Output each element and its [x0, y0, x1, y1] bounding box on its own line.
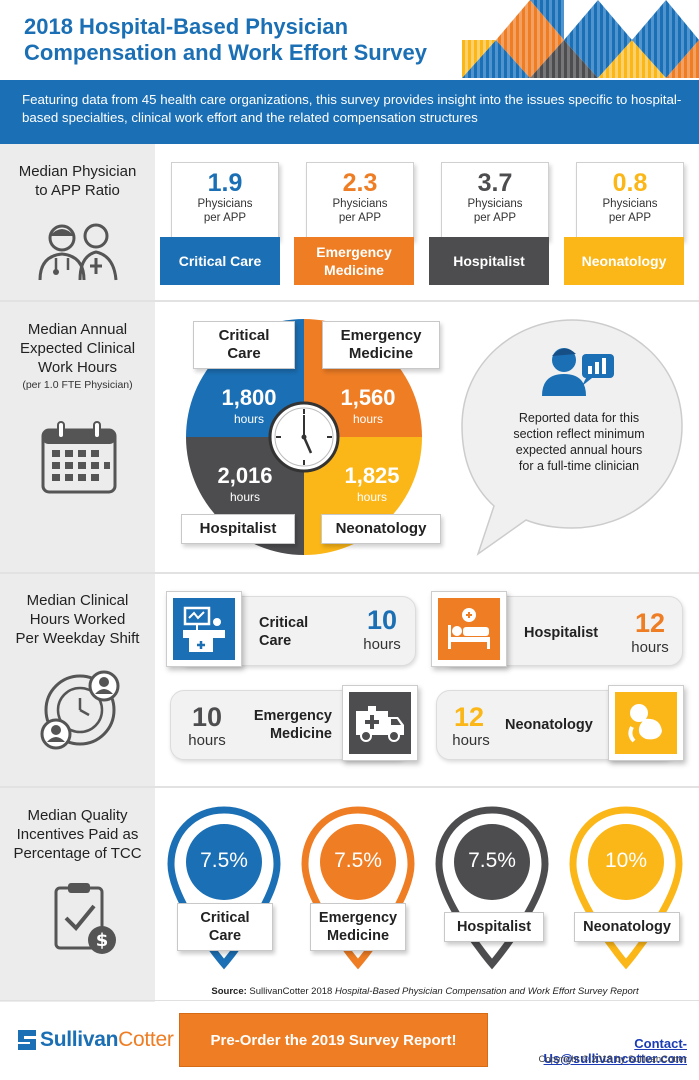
quality-value-emergency-medicine: 7.5%: [334, 849, 382, 872]
section-divider: [0, 572, 699, 574]
baby-icon: [628, 704, 662, 743]
hours-note: Reported data for this section reflect m…: [513, 411, 645, 473]
shift-icon-box: [342, 685, 418, 761]
ratio-card-critical-care: 1.9 Physicians per APP: [171, 162, 279, 240]
source-note: Source: SullivanCotter 2018 Hospital-Bas…: [211, 986, 639, 997]
ratio-card-hospitalist: 3.7 Physicians per APP: [441, 162, 549, 240]
hours-unit: hours: [233, 412, 265, 426]
calendar-icon: [41, 421, 117, 494]
footer-divider: [0, 1000, 699, 1001]
shift-unit: hours: [363, 636, 401, 653]
quality-value-critical-care: 7.5%: [200, 849, 248, 872]
monitor-bed-icon: [183, 606, 225, 652]
speech-bubble: [461, 319, 683, 556]
shift-icon-box: [608, 685, 684, 761]
physicians-icon: [38, 223, 118, 281]
hours-section-label: Median Annual Expected Clinical Work Hou…: [19, 321, 136, 376]
ratio-card-neonatology: 0.8 Physicians per APP: [576, 162, 684, 240]
pin-label-neonatology: Neonatology: [574, 912, 680, 942]
ratio-label-emergency-medicine: Emergency Medicine: [294, 237, 414, 285]
shift-unit: hours: [631, 639, 669, 656]
hours-value-critical-care: 1,800: [221, 385, 277, 410]
pin-hospitalist: [435, 806, 549, 970]
shift-name-neonatology: Neonatology: [505, 717, 593, 733]
pre-order-button[interactable]: Pre-Order the 2019 Survey Report!: [179, 1013, 488, 1067]
presenter-chart-icon: [542, 348, 614, 396]
shift-icon-box: [166, 591, 242, 667]
page-title: 2018 Hospital-Based Physician Compensati…: [24, 14, 427, 65]
shift-name-critical-care: Critical Care: [259, 615, 309, 649]
pin-label-critical-care: Critical Care: [177, 903, 273, 951]
shift-value-emergency-medicine: 10: [191, 702, 223, 732]
quality-section-label: Median Quality Incentives Paid as Percen…: [13, 807, 142, 862]
hours-unit: hours: [229, 490, 261, 504]
quadrant-label-emergency-medicine: Emergency Medicine: [322, 321, 440, 369]
patient-bed-icon: [448, 608, 490, 649]
quadrant-label-critical-care: Critical Care: [193, 321, 295, 369]
ratio-section-label: Median Physician to APP Ratio: [18, 163, 137, 199]
clipboard-dollar-icon: $: [54, 883, 116, 954]
shift-name-hospitalist: Hospitalist: [524, 625, 599, 641]
pin-label-emergency-medicine: Emergency Medicine: [310, 903, 406, 951]
hours-unit: hours: [352, 412, 384, 426]
hours-section-sublabel: (per 1.0 FTE Physician): [22, 379, 133, 391]
intro-banner: Featuring data from 45 health care organ…: [0, 80, 699, 144]
pin-neonatology: [569, 806, 683, 970]
ratio-label-neonatology: Neonatology: [564, 237, 684, 285]
shift-name-emergency-medicine: Emergency Medicine: [253, 708, 332, 742]
hours-value-hospitalist: 2,016: [217, 463, 273, 488]
copyright: Copyright © 2018 by SullivanCotter: [538, 1054, 687, 1065]
ambulance-icon: [356, 706, 404, 742]
shift-section-label: Median Clinical Hours Worked Per Weekday…: [15, 592, 140, 647]
contact-email-link[interactable]: Contact-Us@sullivancotter.com: [543, 1036, 687, 1066]
shift-icon-box: [431, 591, 507, 667]
ratio-label-hospitalist: Hospitalist: [429, 237, 549, 285]
shift-unit: hours: [452, 732, 490, 749]
section-divider: [0, 786, 699, 788]
sullivancotter-logo: SullivanCotter: [40, 1028, 174, 1051]
shift-value-neonatology: 12: [453, 702, 485, 732]
shift-clock-people-icon: [40, 670, 120, 750]
hours-value-neonatology: 1,825: [344, 463, 400, 488]
quality-value-hospitalist: 7.5%: [468, 849, 516, 872]
sullivancotter-logo-mark: [18, 1030, 36, 1050]
svg-text:$: $: [96, 930, 109, 951]
clock-icon: [268, 401, 340, 473]
shift-value-hospitalist: 12: [634, 608, 666, 638]
quality-value-neonatology: 10%: [604, 849, 648, 872]
hours-unit: hours: [356, 490, 388, 504]
section-divider: [0, 300, 699, 302]
shift-value-critical-care: 10: [366, 605, 398, 635]
pin-label-hospitalist: Hospitalist: [444, 912, 544, 942]
quadrant-label-hospitalist: Hospitalist: [181, 514, 295, 544]
ratio-label-critical-care: Critical Care: [160, 237, 280, 285]
shift-unit: hours: [188, 732, 226, 749]
decorative-triangles-graphic: [462, 0, 699, 78]
ratio-card-emergency-medicine: 2.3 Physicians per APP: [306, 162, 414, 240]
quadrant-label-neonatology: Neonatology: [321, 514, 441, 544]
hours-value-emergency-medicine: 1,560: [340, 385, 396, 410]
